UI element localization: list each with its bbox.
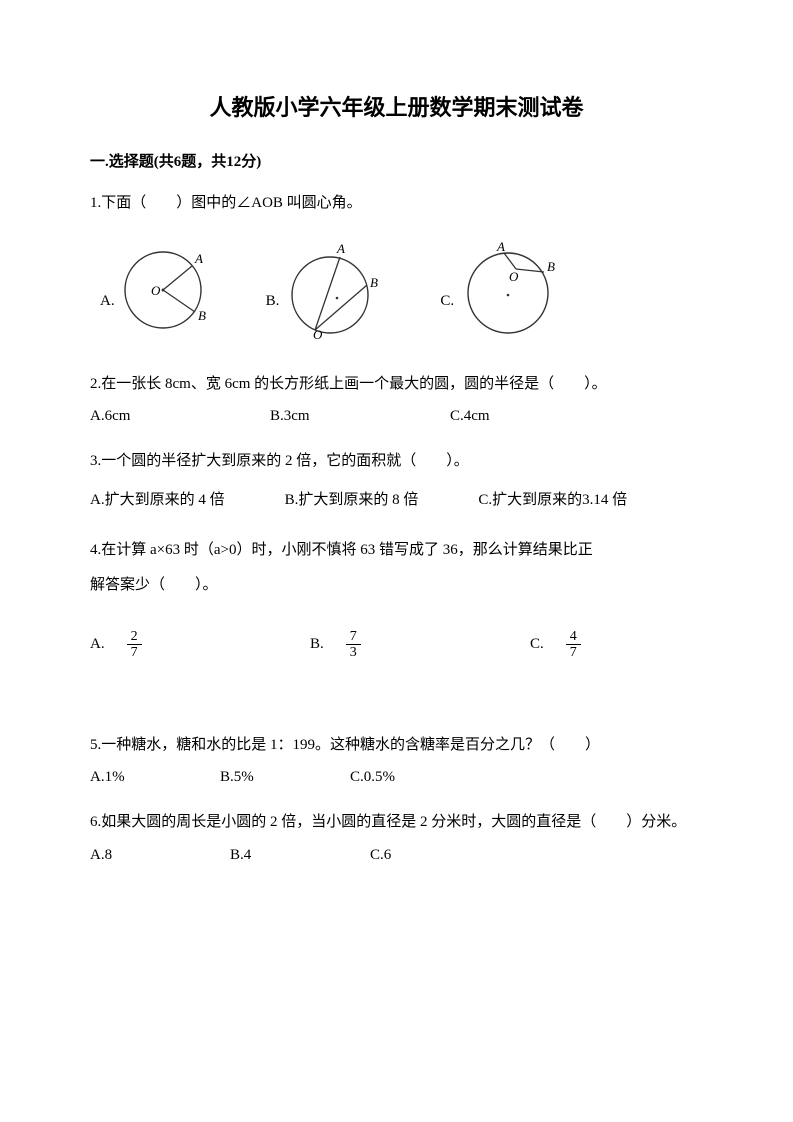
q4-fracB-num: 7: [346, 629, 361, 645]
q4-optB: B. 7 3: [310, 629, 530, 661]
svg-text:A: A: [496, 240, 505, 254]
q4-optB-label: B.: [310, 636, 324, 653]
q6-optC: C.6: [370, 847, 510, 864]
q3-optC: C.扩大到原来的3.14 倍: [478, 492, 627, 508]
circle-angle-c-icon: O A B: [460, 240, 560, 340]
q1-optA-label: A.: [100, 293, 115, 310]
q4-line1: 4.在计算 a×63 时（a>0）时，小刚不慎将 63 错写成了 36，那么计算…: [90, 536, 703, 565]
q6-text: 6.如果大圆的周长是小圆的 2 倍，当小圆的直径是 2 分米时，大圆的直径是（ …: [90, 808, 703, 837]
svg-text:B: B: [198, 308, 206, 323]
q2-optC: C.4cm: [450, 408, 630, 425]
q5-optA: A.1%: [90, 769, 220, 786]
q4-fracC-den: 7: [566, 645, 581, 660]
svg-text:A: A: [194, 251, 203, 266]
svg-text:A: A: [336, 241, 345, 256]
section-header: 一.选择题(共6题，共12分): [90, 150, 703, 171]
q3-text: 3.一个圆的半径扩大到原来的 2 倍，它的面积就（ ）。: [90, 447, 703, 476]
circle-angle-a-icon: O A B: [121, 240, 216, 340]
q1-option-b: B. O A B: [266, 240, 391, 340]
q1-option-a: A. O A B: [100, 240, 216, 340]
q5-optB: B.5%: [220, 769, 350, 786]
q6-optA: A.8: [90, 847, 230, 864]
fraction-icon: 7 3: [346, 629, 361, 661]
page-title: 人教版小学六年级上册数学期末测试卷: [90, 90, 703, 122]
q4-optC: C. 4 7: [530, 629, 680, 661]
q4-fracA-den: 7: [127, 645, 142, 660]
q2-optA: A.6cm: [90, 408, 270, 425]
svg-text:B: B: [547, 259, 555, 274]
q1-optB-label: B.: [266, 293, 280, 310]
q2-text: 2.在一张长 8cm、宽 6cm 的长方形纸上画一个最大的圆，圆的半径是（ ）。: [90, 370, 703, 399]
svg-text:O: O: [509, 269, 519, 284]
q5-options: A.1% B.5% C.0.5%: [90, 769, 703, 786]
q4-fracC-num: 4: [566, 629, 581, 645]
q3-optA: A.扩大到原来的 4 倍: [90, 492, 225, 508]
q3-optB: B.扩大到原来的 8 倍: [285, 492, 419, 508]
q1-figures: A. O A B B. O A B C. O: [100, 240, 703, 340]
svg-text:O: O: [151, 283, 161, 298]
fraction-icon: 4 7: [566, 629, 581, 661]
q4-options: A. 2 7 B. 7 3 C. 4 7: [90, 629, 703, 661]
q1-optC-label: C.: [440, 293, 454, 310]
q4-optA-label: A.: [90, 636, 105, 653]
q6-optB: B.4: [230, 847, 370, 864]
fraction-icon: 2 7: [127, 629, 142, 661]
q4-line2: 解答案少（ ）。: [90, 571, 703, 600]
q6-options: A.8 B.4 C.6: [90, 847, 703, 864]
q1-text: 1.下面（ ）图中的∠AOB 叫圆心角。: [90, 189, 703, 218]
q5-optC: C.0.5%: [350, 769, 480, 786]
q4-fracA-num: 2: [127, 629, 142, 645]
q2-optB: B.3cm: [270, 408, 450, 425]
q4-optA: A. 2 7: [90, 629, 310, 661]
q3-options: A.扩大到原来的 4 倍 B.扩大到原来的 8 倍 C.扩大到原来的3.14 倍: [90, 486, 703, 515]
svg-text:B: B: [370, 275, 378, 290]
q1-option-c: C. O A B: [440, 240, 560, 340]
q5-text: 5.一种糖水，糖和水的比是 1：199。这种糖水的含糖率是百分之几？（ ）: [90, 731, 703, 760]
q4-fracB-den: 3: [346, 645, 361, 660]
svg-text:O: O: [313, 327, 323, 340]
q2-options: A.6cm B.3cm C.4cm: [90, 408, 703, 425]
circle-angle-b-icon: O A B: [285, 240, 390, 340]
q4-optC-label: C.: [530, 636, 544, 653]
